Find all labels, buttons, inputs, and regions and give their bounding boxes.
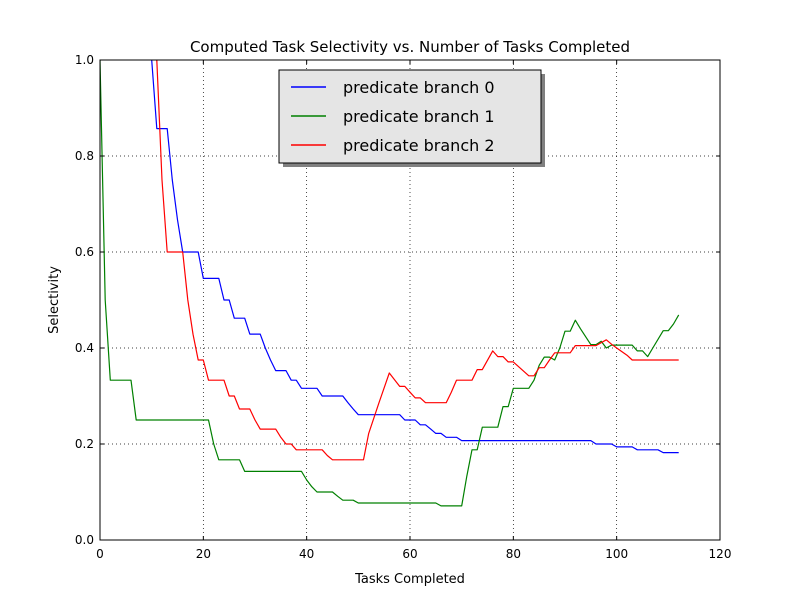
legend-label-0: predicate branch 0	[343, 78, 495, 97]
y-tick-label: 1.0	[75, 53, 94, 67]
series-line-0	[151, 60, 679, 454]
x-tick-label: 0	[96, 547, 104, 561]
legend-label-2: predicate branch 2	[343, 136, 495, 155]
axis-ticks: 0 20 40 60 80 100 120 0.0 0.2 0.4 0.6 0.8 1.0	[75, 53, 732, 561]
x-axis-label: Tasks Completed	[354, 572, 465, 587]
y-tick-label: 0.6	[75, 245, 94, 259]
y-tick-label: 0.8	[75, 149, 94, 163]
x-tick-label: 80	[506, 547, 521, 561]
series-line-1	[100, 60, 680, 507]
x-tick-label: 20	[196, 547, 211, 561]
legend-label-1: predicate branch 1	[343, 107, 495, 126]
y-tick-label: 0.0	[75, 533, 94, 547]
x-tick-label: 120	[709, 547, 732, 561]
series-layer	[100, 60, 680, 507]
y-axis-label: Selectivity	[47, 266, 62, 334]
y-tick-label: 0.2	[75, 437, 94, 451]
y-tick-label: 0.4	[75, 341, 94, 355]
series-line-2	[156, 60, 679, 461]
chart-title: Computed Task Selectivity vs. Number of …	[190, 38, 630, 56]
x-tick-label: 40	[299, 547, 314, 561]
x-tick-label: 60	[402, 547, 417, 561]
x-tick-label: 100	[605, 547, 628, 561]
legend: predicate branch 0 predicate branch 1 pred…	[278, 69, 545, 167]
